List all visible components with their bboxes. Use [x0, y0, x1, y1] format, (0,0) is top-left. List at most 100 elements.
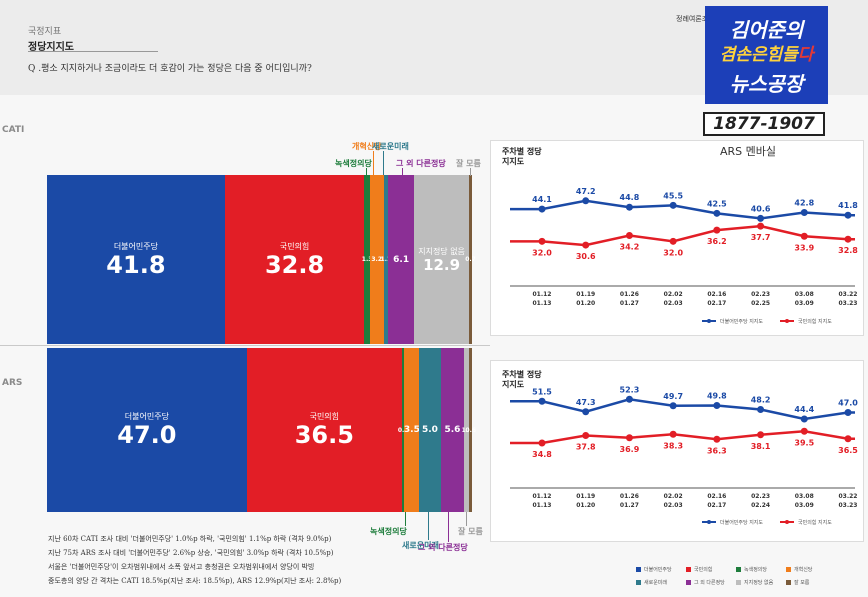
legend-swatch — [686, 567, 691, 572]
legend-item: 더불어민주당 — [636, 566, 672, 573]
callout-line — [383, 151, 384, 175]
data-label: 47.0 — [838, 399, 858, 408]
data-point — [669, 201, 677, 209]
segment-value: 6.1 — [393, 254, 410, 265]
x-tick-label: 02.25 — [751, 300, 770, 307]
callout-line — [402, 168, 403, 176]
logo-line1: 김어준의 — [729, 18, 804, 42]
callout-line — [366, 168, 367, 176]
data-label: 36.3 — [707, 446, 727, 455]
logo-line2: 겸손은힘들다 — [707, 40, 826, 65]
data-label: 34.8 — [532, 450, 552, 459]
note-line: 지난 60차 CATI 조사 대비 '더불어민주당' 1.0%p 하락, '국민… — [48, 535, 332, 543]
segment-value: 0.7 — [465, 256, 476, 263]
bar-segment: 3.2 — [369, 175, 384, 344]
x-tick-label: 02.17 — [707, 502, 726, 509]
note-line: 지난 75차 ARS 조사 대비 '더불어민주당' 2.6%p 상승, '국민의… — [48, 549, 334, 557]
legend-label: 그 외 다른정당 — [694, 580, 725, 586]
callout-label: 새로운미래 — [402, 541, 439, 550]
series-line — [510, 429, 855, 445]
stacked-bar-cati: 더불어민주당 41.8 국민의힘 32.8 1.3 3.2 1.1 6.1 지지정당 없음 12.… — [47, 175, 476, 344]
data-point — [800, 415, 808, 423]
segment-name: 국민의힘 — [309, 412, 340, 422]
legend-item: 새로운미래 — [636, 579, 667, 586]
callout-label: 잘 모름 — [456, 159, 481, 168]
x-tick-label: 01.13 — [533, 300, 552, 307]
legend-item: 국민의힘 — [686, 566, 712, 573]
x-tick-label: 01.13 — [533, 502, 552, 509]
x-tick-label: 02.03 — [664, 300, 683, 307]
callout-label: 잘 모름 — [458, 527, 483, 536]
legend-label: 개혁신당 — [794, 567, 813, 573]
section-label-cati: CATI — [2, 125, 25, 135]
legend-label: 더불어민주당 — [644, 567, 672, 573]
data-point — [844, 435, 852, 443]
legend-swatch — [636, 580, 641, 585]
x-tick-label: 02.02 — [664, 291, 683, 298]
data-point — [844, 235, 852, 243]
callout-label: 그 외 다른정당 — [396, 159, 446, 168]
legend-label: 국민의힘 지지도 — [798, 318, 832, 325]
bar-segment: 3.5 — [404, 348, 420, 512]
legend-label: 국민의힘 지지도 — [798, 519, 832, 526]
data-label: 40.6 — [751, 204, 771, 213]
channel-number: 1877-1907 — [703, 112, 825, 136]
x-tick-label: 01.26 — [620, 291, 639, 298]
callout-label: 녹색정의당 — [370, 527, 407, 536]
section-divider — [0, 345, 490, 346]
legend-swatch — [736, 580, 741, 585]
header-underline — [28, 51, 158, 52]
data-label: 48.2 — [751, 396, 771, 405]
note-line: 서울은 '더불어민주당'이 오차범위내에서 소폭 앞서고 충청권은 오차범위내에… — [48, 563, 315, 571]
x-tick-label: 01.12 — [533, 493, 552, 500]
trend-chart-ars: 51.5 47.3 52.3 49.7 49.8 48.2 44.4 47.0 34.8 37.8… — [510, 385, 858, 526]
trend-title-ars: 주차별 정당지지도 — [502, 370, 542, 389]
data-point — [757, 214, 765, 222]
data-label: 32.8 — [838, 246, 858, 255]
bar-segment: 5.6 — [440, 348, 465, 512]
x-tick-label: 02.16 — [707, 291, 726, 298]
legend-swatch — [736, 567, 741, 572]
data-point — [538, 205, 546, 213]
x-tick-label: 03.09 — [795, 300, 814, 307]
x-tick-label: 03.22 — [839, 291, 858, 298]
data-label: 49.7 — [663, 392, 683, 401]
trend-title-cati: 주차별 정당지지도 — [502, 147, 542, 166]
data-point — [669, 402, 677, 410]
data-point — [844, 211, 852, 219]
x-tick-label: 02.23 — [751, 291, 770, 298]
data-label: 34.2 — [620, 242, 640, 251]
callout-label: 개혁신당 — [352, 142, 382, 151]
segment-value: 1.3 — [361, 256, 373, 263]
data-label: 51.5 — [532, 387, 552, 396]
legend-label: 녹색정의당 — [744, 567, 768, 573]
data-point — [800, 232, 808, 240]
data-point — [757, 431, 765, 439]
data-label: 49.8 — [707, 392, 727, 401]
data-label: 47.2 — [576, 187, 596, 196]
x-tick-label: 02.23 — [751, 493, 770, 500]
header-category: 국정지표 — [28, 27, 62, 37]
data-label: 32.0 — [663, 248, 683, 257]
data-point — [625, 203, 633, 211]
data-point — [757, 222, 765, 230]
callout-line — [466, 512, 467, 526]
segment-name: 국민의힘 — [279, 241, 310, 251]
data-label: 39.5 — [794, 438, 814, 447]
callout-line — [405, 512, 406, 526]
callout-label: 녹색정의당 — [335, 159, 372, 168]
survey-question: Q .평소 지지하거나 조금이라도 더 호감이 가는 정당은 다음 중 어디입니… — [28, 64, 312, 74]
x-tick-label: 02.03 — [664, 502, 683, 509]
data-label: 47.3 — [576, 398, 596, 407]
data-point — [538, 439, 546, 447]
segment-value: 47.0 — [117, 421, 177, 450]
callout-label: 새로운미래 — [372, 142, 409, 151]
x-tick-label: 01.12 — [533, 291, 552, 298]
legend-item: 녹색정의당 — [736, 566, 767, 573]
segment-name: 더불어민주당 — [124, 412, 169, 422]
x-tick-label: 02.16 — [707, 493, 726, 500]
x-tick-label: 01.19 — [576, 493, 595, 500]
data-point — [800, 209, 808, 217]
bar-segment: 국민의힘 32.8 — [224, 175, 365, 344]
segment-value: 41.8 — [106, 250, 166, 279]
